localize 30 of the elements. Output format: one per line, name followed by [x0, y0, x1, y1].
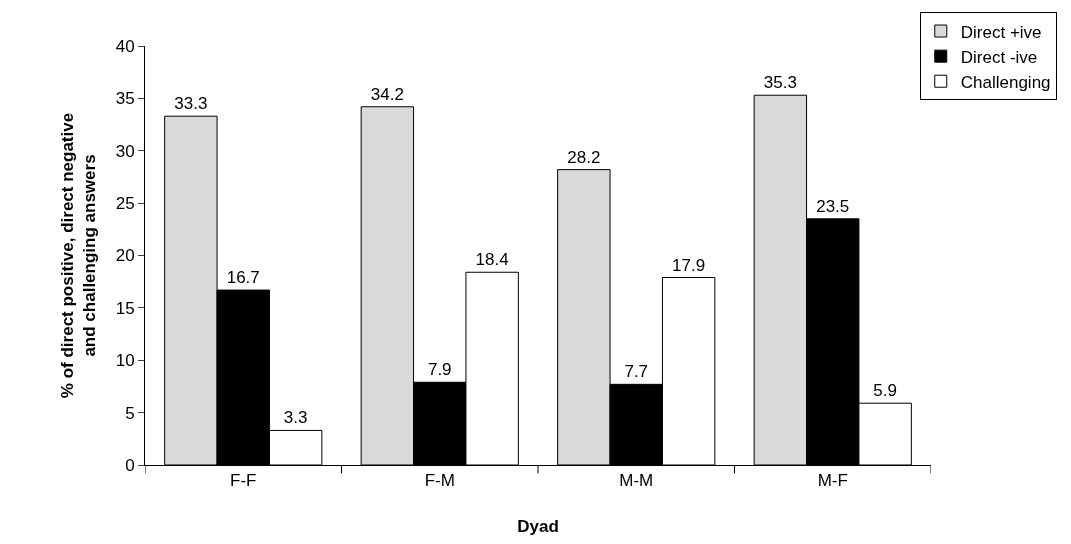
x-tick-label: F-F [230, 471, 257, 491]
data-label: 23.5 [816, 196, 850, 216]
data-label: 16.7 [226, 268, 260, 288]
y-axis-title: % of direct positive, direct negative and challenging answers [58, 112, 100, 399]
legend-label: Challenging [960, 72, 1051, 92]
y-tick-label: 40 [115, 36, 135, 56]
data-label: 7.9 [427, 360, 452, 380]
y-tick-label: 30 [115, 141, 135, 161]
data-label: 3.3 [283, 408, 308, 428]
y-tick-label: 10 [115, 351, 135, 371]
legend-label: Direct +ive [960, 22, 1042, 42]
data-label: 28.2 [567, 147, 601, 167]
data-label: 18.4 [475, 250, 509, 270]
data-label: 35.3 [763, 73, 797, 93]
y-tick-label: 0 [125, 455, 135, 475]
data-label: 7.7 [624, 362, 649, 382]
x-tick-label: F-M [424, 471, 455, 491]
data-label: 33.3 [174, 94, 208, 114]
y-tick-label: 25 [115, 194, 135, 214]
x-tick-label: M-M [619, 471, 654, 491]
y-tick-label: 5 [125, 403, 135, 423]
x-tick-label: M-F [817, 471, 848, 491]
y-tick-label: 20 [115, 246, 135, 266]
legend-label: Direct -ive [960, 47, 1038, 67]
data-label: 17.9 [672, 255, 706, 275]
y-tick-label: 15 [115, 298, 135, 318]
data-label: 34.2 [370, 84, 404, 104]
x-axis-title: Dyad [517, 516, 559, 536]
y-tick-label: 35 [115, 89, 135, 109]
data-label: 5.9 [873, 381, 897, 401]
